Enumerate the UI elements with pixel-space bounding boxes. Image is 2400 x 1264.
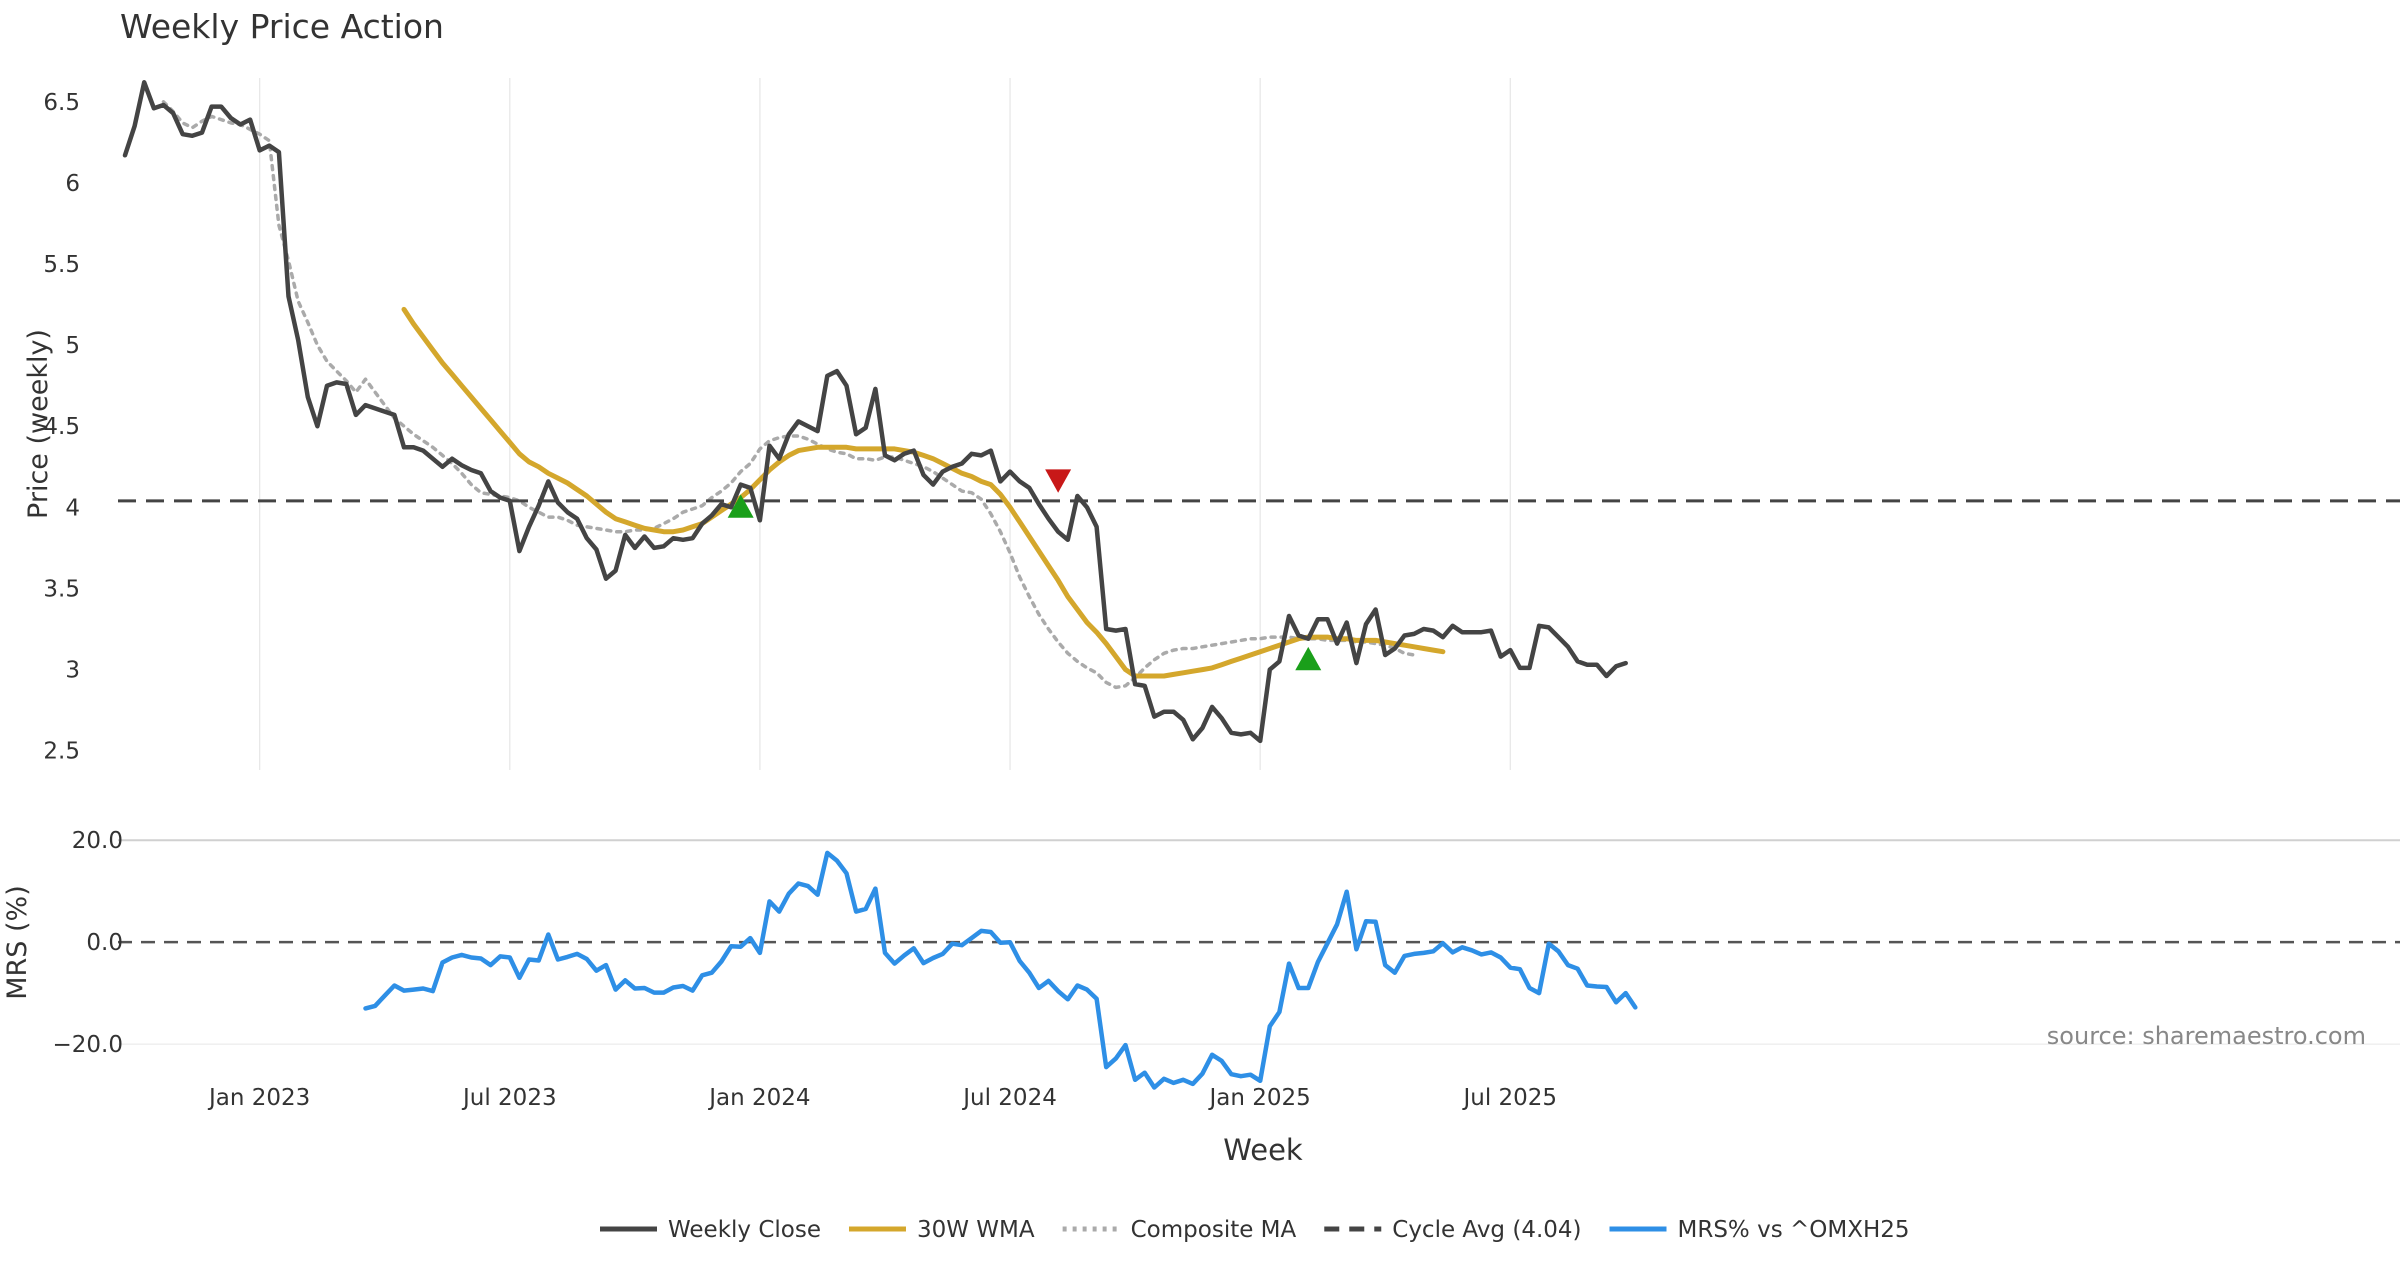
price-ytick-label: 6.5 [43, 90, 80, 116]
xtick-label: Jul 2024 [961, 1085, 1057, 1111]
price-ylabel: Price (weekly) [23, 329, 54, 519]
buy-signal-marker [727, 494, 754, 518]
legend-label: 30W WMA [917, 1217, 1035, 1243]
mrs-ytick-label: −20.0 [53, 1032, 123, 1058]
xtick-label: Jul 2025 [1461, 1085, 1557, 1111]
xtick-label: Jul 2023 [461, 1085, 557, 1111]
legend-label: Cycle Avg (4.04) [1392, 1217, 1581, 1243]
buy-signal-marker [1295, 646, 1322, 671]
price-ytick-label: 2.5 [43, 739, 80, 765]
legend-label: Weekly Close [668, 1217, 821, 1243]
legend: Weekly Close 30W WMA Composite MA Cycle Avg… [600, 1217, 1910, 1243]
series-weekly-close [122, 80, 1628, 744]
price-ytick-label: 5 [65, 333, 80, 359]
legend-label: MRS% vs ^OMXH25 [1678, 1217, 1910, 1243]
price-ytick-label: 4.5 [43, 414, 80, 440]
xtick-label: Jan 2025 [1208, 1085, 1311, 1111]
series-mrs-vs-omxh25 [363, 850, 1638, 1090]
source-annotation: source: sharemaestro.com [2047, 1022, 2366, 1050]
mrs-ytick-label: 0.0 [86, 930, 123, 956]
sell-signal-marker [1045, 469, 1072, 493]
legend-label: Composite MA [1131, 1217, 1297, 1243]
chart-title: Weekly Price Action [120, 7, 444, 46]
price-ytick-label: 6 [65, 171, 80, 197]
mrs-ylabel: MRS (%) [2, 885, 33, 1000]
series-30w-wma [401, 306, 1446, 679]
price-ytick-label: 3 [65, 658, 80, 684]
xtick-label: Jan 2023 [207, 1085, 310, 1111]
price-ytick-label: 4 [65, 495, 80, 521]
price-ytick-label: 3.5 [43, 576, 80, 602]
x-axis-label: Week [1223, 1133, 1303, 1167]
price-ytick-label: 5.5 [43, 252, 80, 278]
mrs-ytick-label: 20.0 [72, 828, 123, 854]
xtick-label: Jan 2024 [707, 1085, 810, 1111]
